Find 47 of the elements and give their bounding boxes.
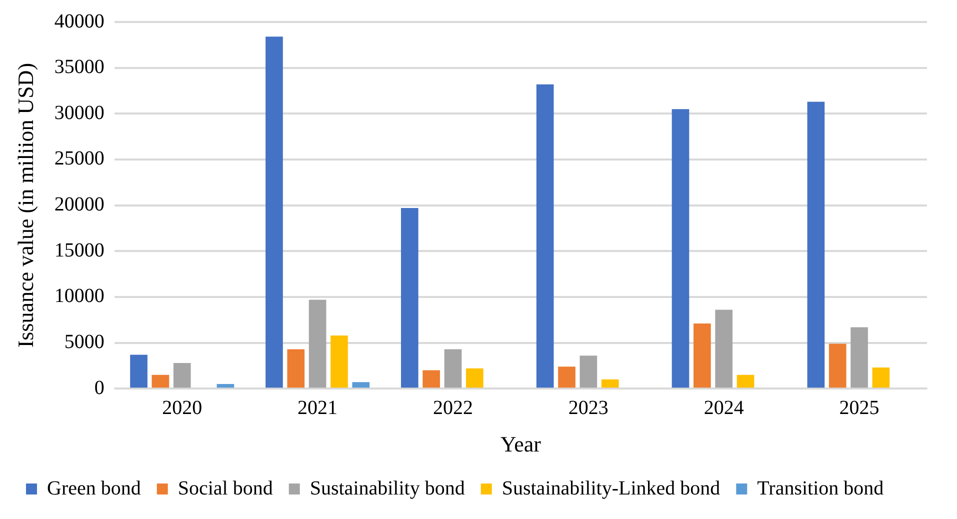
- y-tick-label: 40000: [54, 10, 104, 32]
- bar: [308, 300, 326, 388]
- bar: [173, 362, 191, 388]
- x-tick-label: 2023: [568, 396, 608, 419]
- y-tick-label: 30000: [54, 102, 104, 124]
- y-tick-label: 20000: [54, 194, 104, 216]
- legend-label: Transition bond: [757, 477, 884, 500]
- bar: [828, 344, 846, 388]
- bar: [601, 379, 619, 388]
- legend-label: Social bond: [178, 477, 273, 500]
- bar: [266, 36, 283, 388]
- y-tick-label: 10000: [54, 285, 104, 308]
- bar: [130, 354, 148, 388]
- y-axis-title: Issuance value (in miliion USD): [12, 62, 38, 348]
- y-tick-label: 25000: [54, 148, 104, 170]
- x-tick-label: 2022: [432, 396, 473, 419]
- bar: [330, 335, 348, 388]
- bar: [422, 370, 440, 388]
- bar: [216, 384, 234, 388]
- bar: [536, 84, 554, 388]
- y-tick-label: 35000: [54, 56, 104, 78]
- bar: [400, 208, 418, 388]
- x-axis-title: Year: [500, 432, 542, 457]
- bar: [850, 327, 868, 388]
- bar: [558, 366, 576, 388]
- legend-label: Green bond: [47, 477, 141, 500]
- y-tick-label: 5000: [64, 331, 104, 354]
- y-tick-label: 0: [94, 376, 104, 399]
- bar: [352, 382, 370, 388]
- bar: [444, 349, 462, 388]
- x-tick-label: 2021: [298, 396, 338, 419]
- bar: [807, 102, 825, 388]
- x-tick-label: 2025: [839, 396, 880, 419]
- bar: [672, 109, 690, 388]
- bar: [736, 374, 754, 388]
- bar: [580, 356, 598, 388]
- bar: [466, 368, 484, 388]
- bar: [872, 368, 890, 388]
- bar: [715, 310, 733, 388]
- y-tick-label: 15000: [54, 239, 104, 262]
- legend-label: Sustainability bond: [310, 477, 465, 500]
- bar: [152, 374, 170, 388]
- bar: [694, 324, 711, 388]
- x-tick-label: 2020: [162, 396, 202, 419]
- x-tick-label: 2024: [704, 396, 744, 419]
- legend-label: Sustainability-Linked bond: [502, 477, 720, 500]
- bar: [287, 349, 305, 388]
